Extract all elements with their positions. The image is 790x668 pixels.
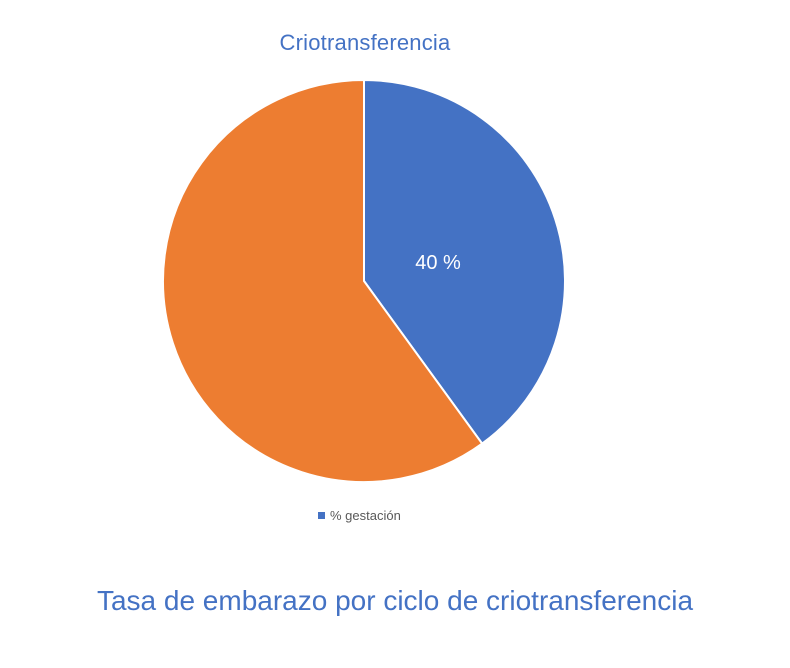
legend: % gestación [318, 508, 401, 523]
caption: Tasa de embarazo por ciclo de criotransf… [96, 585, 694, 616]
pie-slice-1 [363, 78, 566, 446]
pie-slice-2 [162, 78, 484, 483]
data-label-slice-1: 40 % [415, 252, 461, 274]
pie-slices [162, 78, 566, 483]
legend-label: % gestación [330, 508, 401, 523]
chart-title: Criotransferencia [279, 30, 451, 55]
legend-swatch-icon [318, 512, 325, 519]
